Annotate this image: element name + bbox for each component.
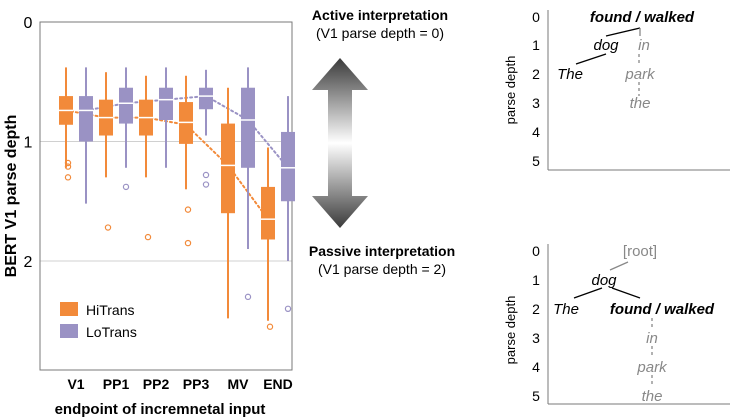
active-tick-0: 0 (532, 9, 540, 25)
passive-word-dog: dog (591, 272, 617, 289)
edge-verb-dog (605, 27, 641, 37)
x-tick-label: PP3 (183, 376, 210, 392)
box-hitrans-end (261, 147, 275, 330)
box-lotrans-pp3 (199, 69, 213, 188)
edge-root-dog (609, 261, 629, 271)
boxes (59, 67, 295, 330)
passive-parse-tree: parse depth 0 1 2 3 4 5 [root] dog The f… (503, 243, 730, 405)
outlier-point (266, 323, 274, 330)
passive-word-root: [root] (623, 243, 657, 260)
active-interpretation-label: Active interpretation (312, 7, 448, 23)
passive-tree-ylabel: parse depth (503, 296, 518, 365)
outlier-point (64, 159, 72, 167)
outlier-point (284, 305, 292, 312)
x-axis-label: endpoint of incremnetal input (55, 401, 266, 418)
active-tick-1: 1 (532, 37, 540, 53)
legend-label-hitrans: HiTrans (86, 302, 135, 318)
box-lotrans-pp1 (119, 67, 133, 191)
active-word-the: The (557, 66, 583, 83)
x-tick-label: PP1 (103, 376, 130, 392)
box-body (79, 96, 93, 142)
outlier-point (64, 163, 72, 170)
box-lotrans-pp2 (159, 67, 173, 168)
active-parse-tree: parse depth 0 1 2 3 4 5 found / walked d… (503, 9, 730, 171)
box-lotrans-end (281, 96, 295, 312)
passive-word-verb: found / walked (610, 301, 715, 318)
legend-swatch-lotrans (60, 324, 78, 338)
legend: HiTrans LoTrans (60, 302, 137, 340)
passive-tick-3: 3 (532, 330, 540, 346)
box-hitrans-v1 (59, 67, 73, 181)
passive-tick-5: 5 (532, 388, 540, 404)
box-lotrans-mv (241, 67, 255, 301)
interpretation-arrow: Active interpretation (V1 parse depth = … (309, 7, 455, 277)
box-body (241, 87, 255, 168)
box-body (159, 87, 173, 120)
box-body (199, 87, 213, 110)
outlier-point (184, 206, 192, 213)
x-tick-label: PP2 (143, 376, 170, 392)
outlier-point (144, 233, 152, 241)
edge-dog-the (573, 287, 603, 299)
y-tick-label: 1 (24, 135, 33, 152)
active-word-in: in (638, 37, 650, 54)
passive-word-the: The (553, 301, 579, 318)
box-hitrans-pp3 (179, 75, 193, 247)
box-lotrans-v1 (79, 67, 93, 204)
passive-interpretation-label: Passive interpretation (309, 243, 455, 259)
active-tick-5: 5 (532, 153, 540, 169)
x-tick-label: V1 (67, 376, 84, 392)
active-word-park: park (624, 66, 656, 83)
passive-word-park: park (636, 359, 668, 376)
y-ticks: 0 1 2 (24, 15, 33, 271)
x-ticks: V1 PP1 PP2 PP3 MV END (67, 376, 292, 392)
box-body (221, 123, 235, 214)
active-tick-3: 3 (532, 95, 540, 111)
y-tick-label: 0 (24, 15, 33, 32)
outlier-point (244, 293, 252, 301)
edge-dog-verb (611, 287, 641, 299)
outlier-point (202, 171, 210, 179)
y-tick-label: 2 (24, 254, 33, 271)
legend-label-lotrans: LoTrans (86, 324, 137, 340)
box-body (281, 131, 295, 202)
outlier-point (104, 224, 112, 231)
passive-word-in: in (646, 330, 658, 347)
boxplot-panel: 0 1 2 V1 PP1 PP2 PP3 MV END BERT V1 parse depth… (3, 15, 295, 418)
x-tick-label: END (263, 376, 293, 392)
legend-swatch-hitrans (60, 302, 78, 316)
active-tick-4: 4 (532, 124, 540, 140)
outlier-point (202, 181, 210, 188)
outlier-point (64, 174, 72, 181)
outlier-point (184, 239, 192, 247)
passive-tick-4: 4 (532, 359, 540, 375)
x-tick-label: MV (228, 376, 250, 392)
active-interpretation-sub: (V1 parse depth = 0) (316, 25, 444, 41)
passive-tick-0: 0 (532, 243, 540, 259)
passive-interpretation-sub: (V1 parse depth = 2) (318, 261, 446, 277)
box-hitrans-pp2 (139, 75, 153, 241)
passive-word-the-2: the (642, 388, 663, 405)
box-body (261, 186, 275, 240)
outlier-point (122, 183, 130, 191)
box-hitrans-mv (221, 87, 235, 319)
passive-tick-1: 1 (532, 272, 540, 288)
y-axis-label: BERT V1 parse depth (3, 115, 20, 278)
edge-dog-the (575, 53, 607, 65)
box-body (119, 87, 133, 124)
active-tree-ylabel: parse depth (503, 56, 518, 125)
box-hitrans-pp1 (99, 72, 113, 231)
active-word-verb: found / walked (590, 9, 695, 26)
active-tick-2: 2 (532, 66, 540, 82)
passive-tick-2: 2 (532, 301, 540, 317)
active-word-dog: dog (593, 37, 619, 54)
double-arrow-icon (312, 58, 368, 228)
active-word-the-2: the (630, 95, 651, 112)
